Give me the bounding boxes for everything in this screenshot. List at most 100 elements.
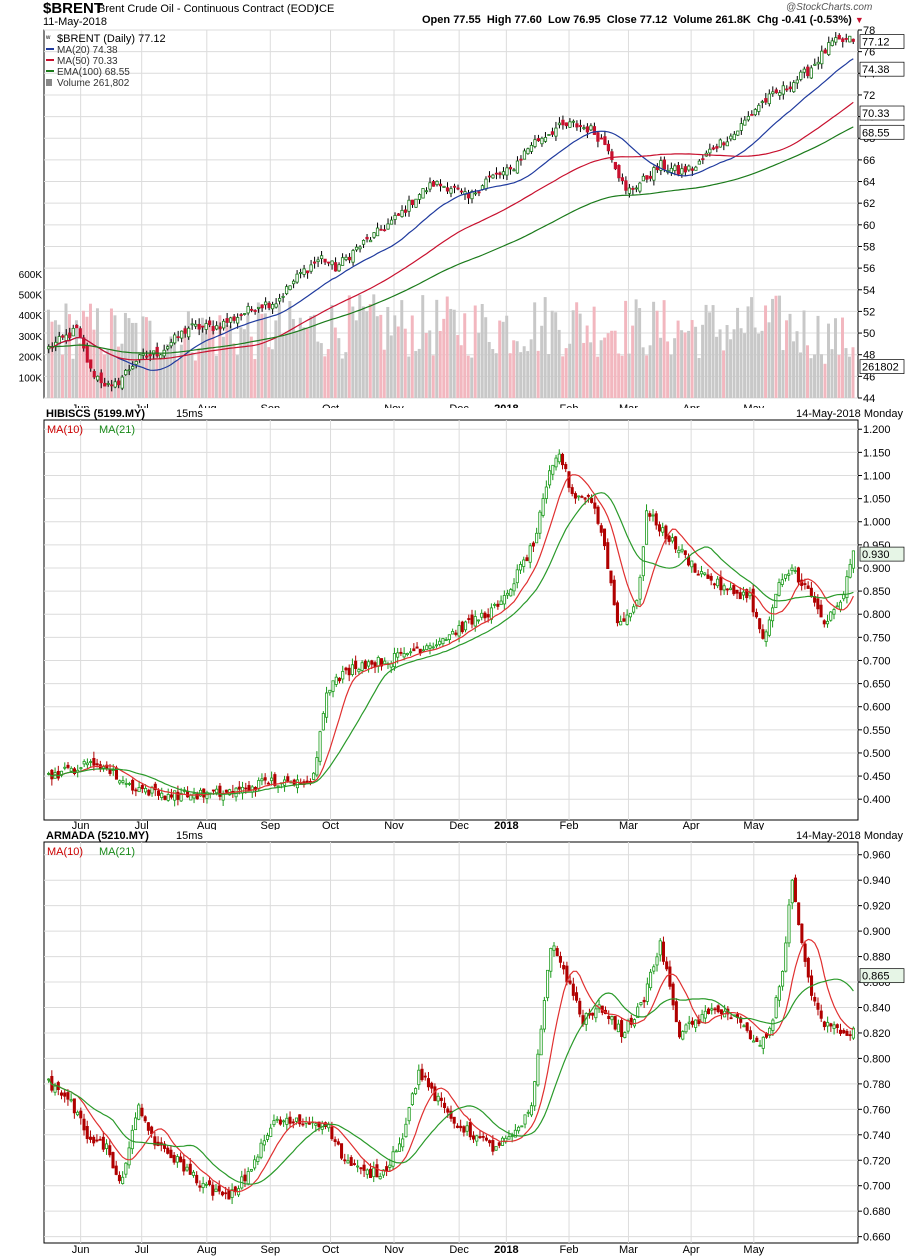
candle-body [680,548,684,552]
volume-bar [519,352,523,398]
candle-body [145,355,149,358]
candle-body [284,286,289,295]
volume-bar [396,326,400,398]
candle-body [577,495,581,498]
volume-bar [410,315,414,398]
candle-body [211,325,215,331]
candle-body [547,134,551,136]
candle-body [176,791,180,800]
candle-body [449,1110,453,1119]
candle-body [146,1122,150,1131]
candle-body [277,298,282,302]
candle-body [465,1125,469,1132]
candle-body [211,1184,215,1196]
panel-0-ytick-label: 78 [863,25,875,37]
panel-0-ytick-label: 58 [863,241,875,253]
volume-bar [50,321,54,398]
volume-bar [785,320,789,398]
candle-body [823,49,827,54]
candle-body [517,1126,521,1132]
candle-body [806,66,810,77]
volume-bar [249,336,253,398]
candle-body [842,1030,846,1034]
candle-body [703,1010,707,1019]
candle-body [455,1125,459,1128]
candle-body [172,1154,176,1163]
panel-2-header [44,830,906,842]
volume-bar [736,307,740,398]
candle-body [470,614,474,625]
panel-1-month-label: Oct [322,820,339,832]
candle-body [183,328,187,334]
candle-body [522,559,526,567]
candle-body [431,181,436,187]
panel-2-frame [43,841,859,1244]
volume-bar [781,350,785,398]
candle-body [732,585,736,595]
volume-bar [652,301,656,398]
candle-body [819,1010,823,1019]
candle-body [414,1088,418,1095]
candle-body [179,1156,183,1163]
volume-bar [200,317,204,398]
open-value: 77.55 [453,14,481,26]
legend-label: $BRENT (Daily) 77.12 [57,33,166,45]
panel-1-month-label: Dec [449,820,469,832]
candle-body [777,986,781,1001]
candle-body [715,146,719,149]
volume-bar [256,302,260,398]
volume-bar [676,320,680,398]
candle-body [276,785,280,788]
candle-body [428,645,432,649]
volume-bar [281,335,285,398]
candle-body [560,453,565,466]
candle-body [540,137,544,145]
candle-body [822,620,826,625]
volume-bar [365,311,369,398]
candle-body [499,600,503,605]
candle-body [365,1169,369,1175]
candle-body [92,1136,96,1144]
candle-body [796,567,800,583]
candle-body [95,763,99,766]
volume-bar [533,302,537,398]
panel-1-ytick-label: 0.450 [863,771,891,783]
candle-body [138,354,142,360]
volume-bar [361,306,365,398]
candle-body [375,1164,379,1178]
volume-bar [95,308,99,398]
candle-body [687,1021,691,1024]
candle-body [265,1134,270,1140]
volume-bar [771,298,775,398]
candle-body [619,621,623,626]
volume-bar [337,338,341,398]
candle-body [659,160,663,171]
candle-body [326,261,331,264]
candle-body [681,1031,685,1040]
candle-body [645,175,649,180]
candle-body [515,569,519,584]
candle-body [661,941,665,962]
volume-bar [253,359,257,398]
candle-body [834,37,838,43]
volume-bar [610,330,614,398]
volume-bar [753,327,757,398]
panel-1-ytick-label: 0.850 [863,586,891,598]
volume-bar [631,325,635,398]
volume-bar [323,356,327,398]
candle-body [385,1166,389,1172]
candle-body [201,1182,205,1188]
candle-body [85,1126,89,1140]
candle-body [204,1183,208,1186]
candle-body [617,165,621,179]
candle-body [690,168,694,171]
candle-body [583,497,587,500]
candle-body [620,177,625,182]
candle-body [632,606,636,613]
legend-label: EMA(100) 68.55 [57,67,130,78]
volume-bar [246,315,250,398]
candle-body [337,677,342,682]
candle-body [381,1169,385,1176]
candle-body [391,1151,395,1167]
candle-body [89,761,93,763]
